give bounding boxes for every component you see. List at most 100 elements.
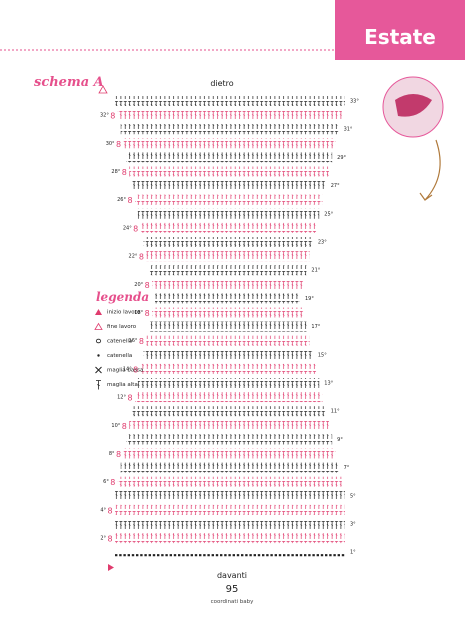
stitch-row: [126, 152, 333, 163]
end-marker: [98, 85, 108, 94]
legend-label: catenella: [107, 353, 132, 359]
stitch-row: [140, 363, 317, 374]
stitch-row: [115, 533, 345, 544]
row-label: 33°: [350, 99, 359, 105]
stitch-row: [120, 124, 339, 135]
stitch-chart: 33°832°31°830°29°828°27°826°25°824°23°82…: [100, 96, 359, 557]
page-caption: coordinati baby: [211, 599, 255, 605]
legend-label: maglia bassa: [107, 368, 143, 374]
stitch-row: [149, 321, 307, 332]
stitch-row: [129, 166, 329, 177]
row-label: 8°: [109, 451, 115, 457]
stitch-row: [132, 180, 326, 191]
row-label: 15°: [318, 352, 327, 358]
stitch-row: [135, 194, 323, 205]
stitch-row: [117, 110, 342, 121]
row-label: 32°: [100, 113, 109, 119]
page-number: 95: [226, 584, 239, 595]
row-label: 20°: [134, 282, 143, 288]
season-title: Estate: [364, 25, 436, 49]
stitch-row: [135, 392, 323, 403]
turning-chain: 8: [110, 478, 115, 487]
row-label: 30°: [106, 141, 115, 147]
row-label: 9°: [337, 437, 343, 443]
stitch-row: [120, 462, 339, 473]
turning-chain: 8: [145, 281, 150, 290]
row-label: 6°: [103, 479, 109, 485]
row-label: 2°: [100, 536, 106, 542]
stitch-row: [132, 406, 326, 417]
bottom-label: davanti: [217, 571, 247, 580]
legend-icon: [96, 380, 101, 390]
stitch-row: [137, 208, 320, 219]
legend-label: maglia alta: [107, 382, 138, 388]
legend-icon: [97, 354, 100, 357]
row-label: 16°: [129, 338, 138, 344]
season-tab: [335, 0, 465, 60]
stitch-row: [152, 307, 304, 318]
legend-label: inizio lavoro: [107, 310, 141, 316]
row-label: 31°: [344, 127, 353, 133]
turning-chain: 8: [127, 394, 132, 403]
stitch-row: [137, 378, 320, 388]
legend-icon: [94, 322, 103, 330]
legend-label: fine lavoro: [107, 324, 137, 330]
row-label: 27°: [331, 183, 340, 189]
row-label: 17°: [311, 324, 320, 330]
turning-chain: 8: [116, 140, 121, 149]
legend-icon: [95, 338, 102, 344]
chart-title: schema A: [34, 75, 104, 90]
row-label: 29°: [337, 155, 346, 161]
turning-chain: 8: [122, 422, 127, 431]
yarn-photo-detail: [395, 94, 432, 117]
turning-chain: 8: [145, 309, 150, 318]
row-label: 3°: [350, 522, 356, 528]
legend-icon: [95, 366, 102, 374]
row-label: 25°: [324, 211, 333, 217]
legend-label: catenella: [107, 339, 132, 345]
row-label: 22°: [129, 254, 138, 260]
turning-chain: 8: [127, 196, 132, 205]
row-label: 23°: [318, 240, 327, 246]
turning-chain: 8: [139, 337, 144, 346]
row-label: 11°: [331, 409, 340, 415]
top-label: dietro: [210, 79, 233, 88]
stitch-row: [115, 519, 345, 529]
row-label: 28°: [111, 169, 120, 175]
stitch-row: [146, 335, 310, 346]
row-label: 5°: [350, 493, 356, 499]
row-label: 24°: [123, 225, 132, 231]
legend-icon: [95, 309, 102, 315]
row-label: 13°: [324, 381, 333, 387]
turning-chain: 8: [122, 168, 127, 177]
stitch-row: [149, 265, 307, 276]
stitch-row: [123, 138, 336, 149]
turning-chain: 8: [110, 112, 115, 121]
stitch-row: [123, 448, 336, 459]
stitch-row: [129, 420, 329, 431]
turning-chain: 8: [133, 224, 138, 233]
legend-title: legenda: [96, 290, 149, 304]
arrow: [419, 139, 441, 201]
stitch-row: [143, 349, 313, 360]
stitch-row: [115, 490, 345, 501]
row-label: 18°: [134, 310, 143, 316]
turning-chain: 8: [107, 535, 112, 544]
turning-chain: 8: [133, 365, 138, 374]
row-label: 14°: [123, 366, 132, 372]
start-marker: [108, 564, 114, 571]
stitch-row: [140, 222, 317, 233]
row-label: 4°: [100, 507, 106, 513]
legend: inizio lavoro fine lavoro catenella catenel…: [94, 309, 143, 390]
turning-chain: 8: [139, 253, 144, 262]
turning-chain: 8: [116, 450, 121, 459]
stitch-row: [115, 96, 345, 106]
turning-chain: 8: [107, 506, 112, 515]
row-label: 26°: [117, 197, 126, 203]
row-label: 19°: [305, 296, 314, 302]
stitch-row: [146, 251, 310, 262]
row-label: 1°: [350, 550, 356, 556]
stitch-row: [152, 279, 304, 290]
row-label: 21°: [311, 268, 320, 274]
